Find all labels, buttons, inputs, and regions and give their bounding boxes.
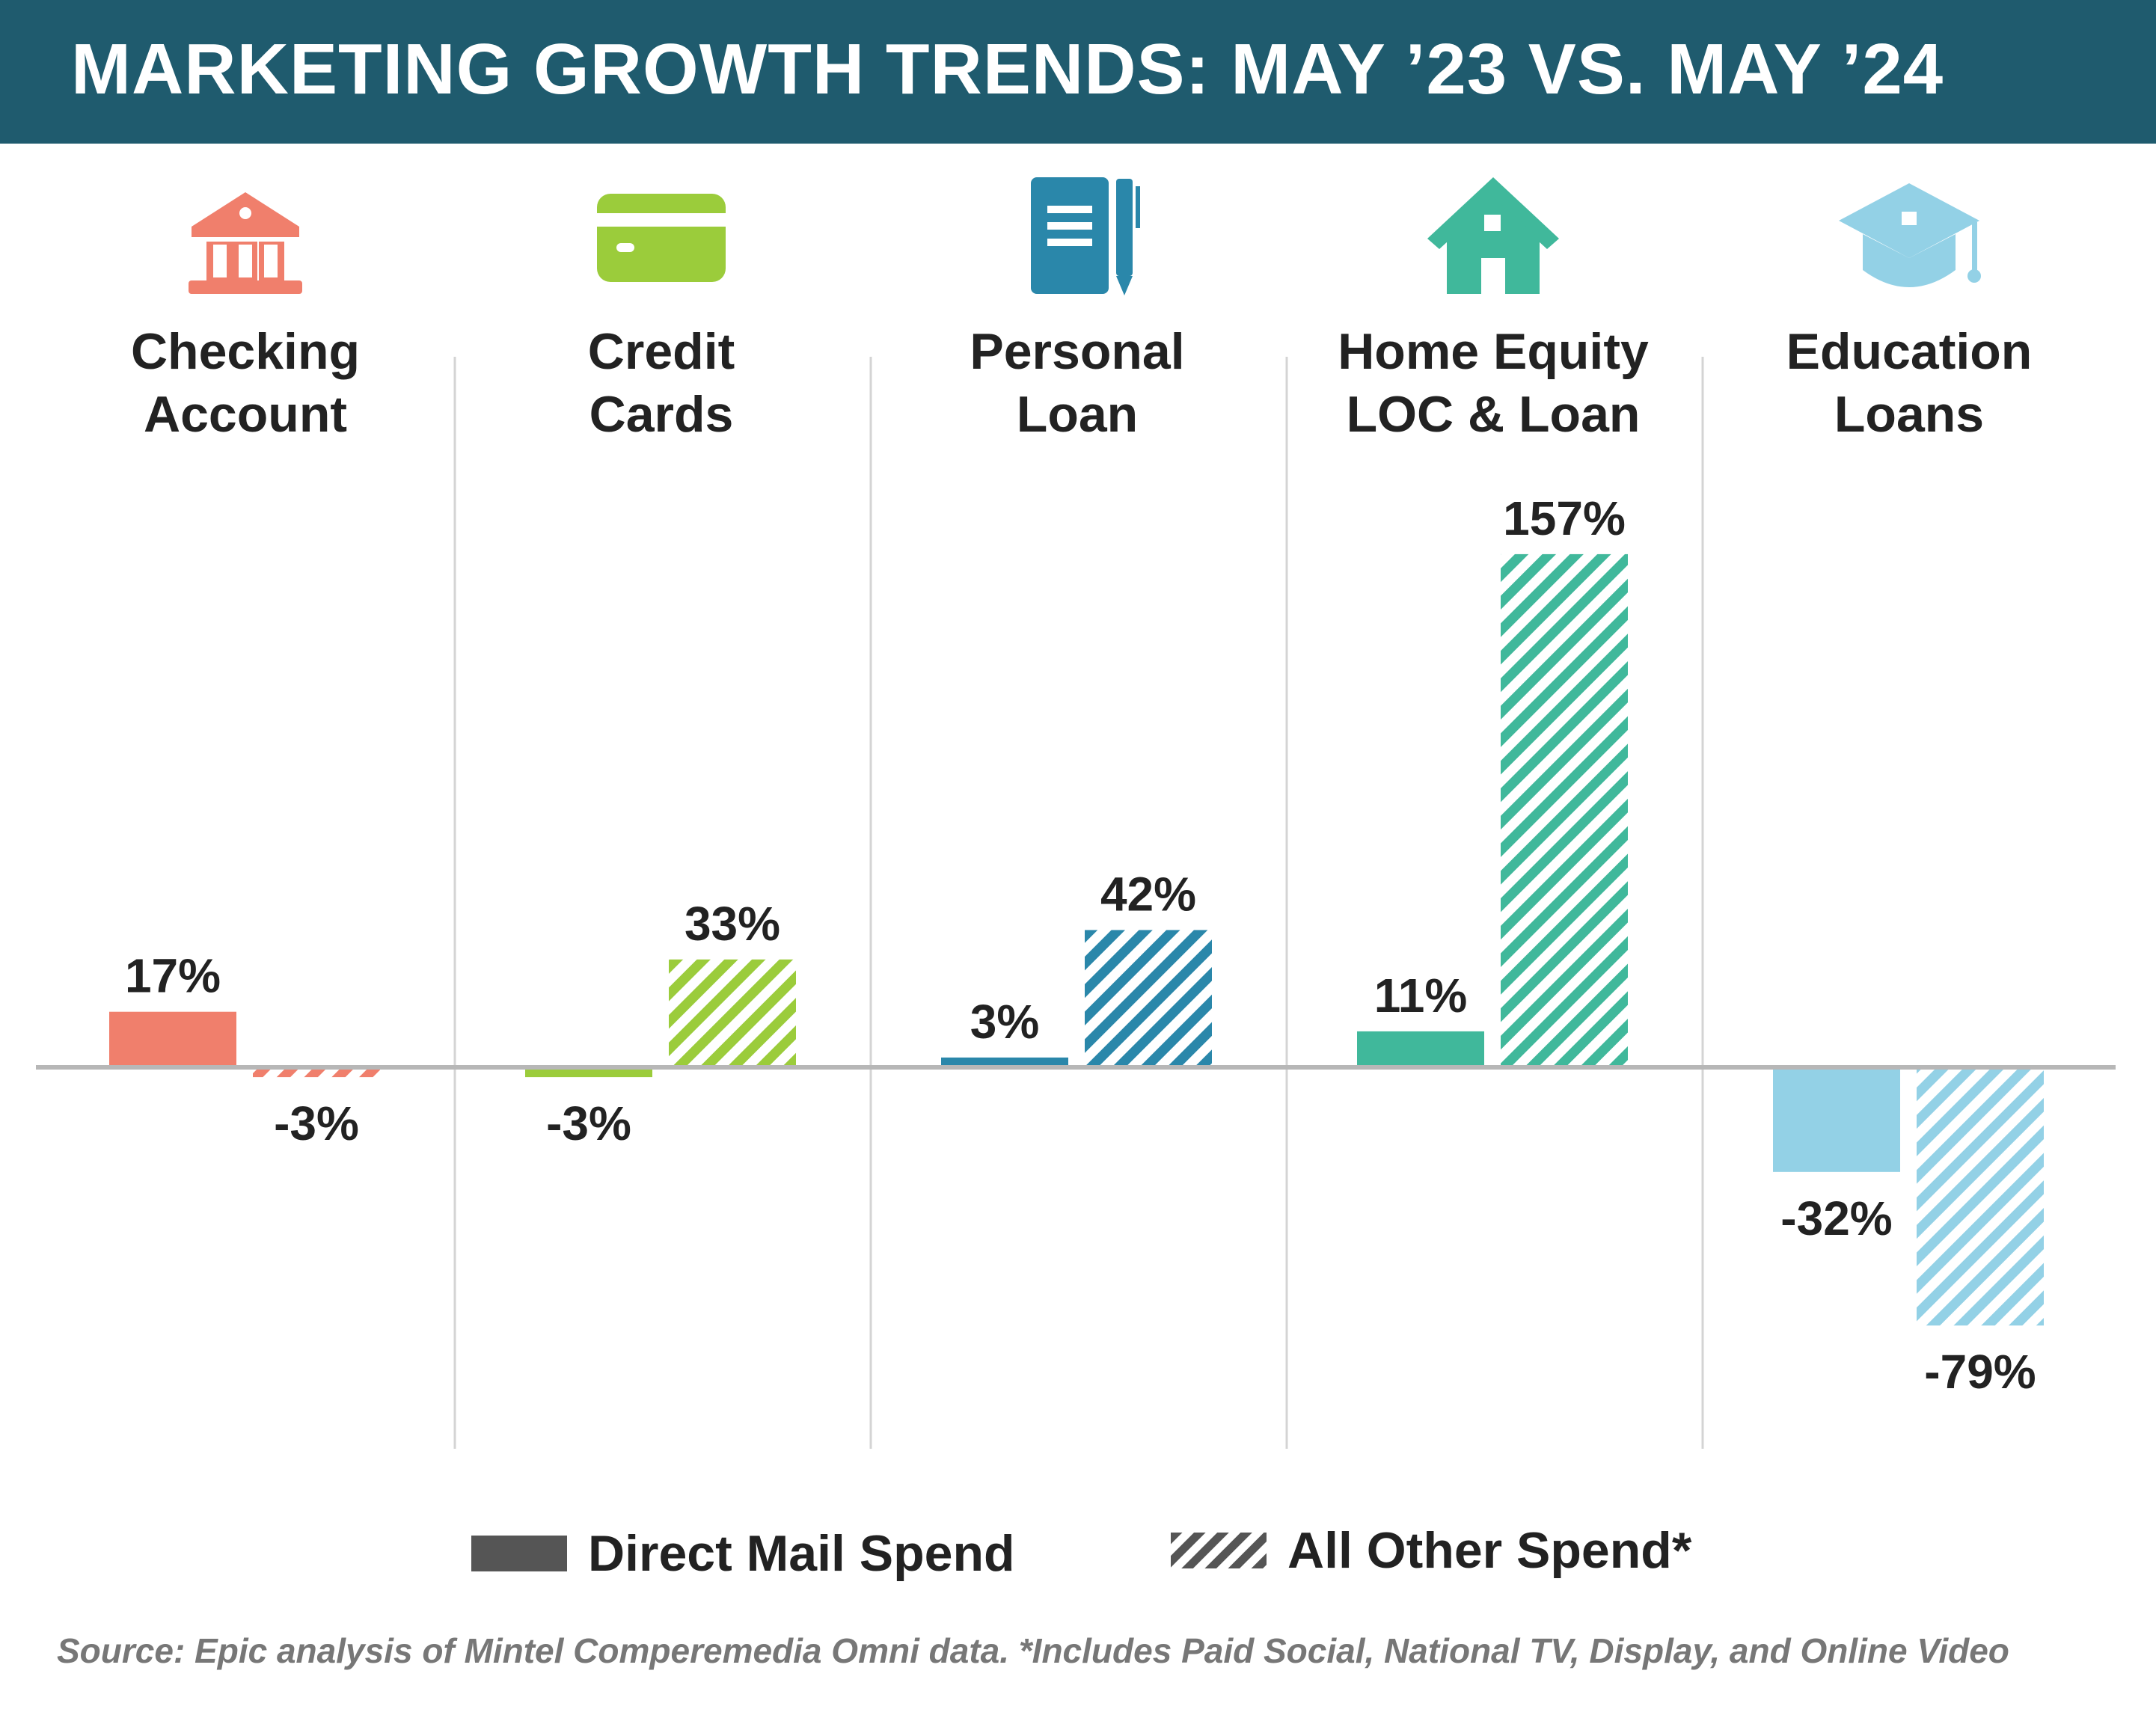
- bar-direct-mail: [109, 1011, 236, 1067]
- legend-direct-mail-label: Direct Mail Spend: [588, 1525, 1015, 1582]
- data-label: -3%: [274, 1096, 359, 1150]
- bar-all-other: [1085, 930, 1212, 1067]
- bar-direct-mail: [1773, 1067, 1900, 1172]
- bar-all-other: [1917, 1067, 2044, 1326]
- house-icon: [1427, 177, 1559, 294]
- category-label: Credit: [588, 323, 735, 380]
- category-label: Personal: [970, 323, 1184, 380]
- category-label: Education: [1786, 323, 2033, 380]
- legend-hatched-swatch: [1171, 1533, 1267, 1568]
- bar-all-other: [1501, 553, 1628, 1067]
- category-label: Home Equity: [1338, 323, 1649, 380]
- page-title: MARKETING GROWTH TRENDS: MAY ’23 VS. MAY…: [71, 29, 1944, 109]
- header-banner: MARKETING GROWTH TRENDS: MAY ’23 VS. MAY…: [0, 0, 2156, 144]
- graduation-cap-icon: [1839, 183, 1981, 287]
- data-label: 157%: [1503, 491, 1626, 545]
- bar-direct-mail: [1357, 1031, 1484, 1067]
- bar-chart: Checking Account 17% -3% Credit Cards -3% 33% Pe…: [36, 177, 2116, 1449]
- legend-all-other: All Other Spend*: [1171, 1521, 1691, 1580]
- bar-direct-mail: [941, 1057, 1068, 1067]
- category-label: Loans: [1834, 386, 1984, 443]
- data-label: 42%: [1100, 867, 1196, 921]
- data-label: 11%: [1374, 969, 1468, 1022]
- legend-direct-mail: Direct Mail Spend: [471, 1524, 1015, 1583]
- category-label: LOC & Loan: [1347, 386, 1641, 443]
- data-label: 33%: [685, 897, 780, 951]
- data-label: -79%: [1924, 1345, 2036, 1399]
- data-label: 3%: [970, 995, 1040, 1049]
- data-label: 17%: [125, 949, 221, 1003]
- source-note: Source: Epic analysis of Mintel Comperem…: [57, 1631, 2009, 1670]
- credit-card-icon: [597, 194, 726, 282]
- category-label: Account: [144, 386, 347, 443]
- category-label: Cards: [589, 386, 734, 443]
- notebook-pen-icon: [1031, 177, 1140, 295]
- legend-solid-swatch: [471, 1536, 567, 1571]
- bar-direct-mail: [525, 1067, 652, 1078]
- bar-all-other: [253, 1067, 380, 1078]
- data-label: -32%: [1780, 1191, 1892, 1245]
- bar-all-other: [669, 959, 796, 1067]
- bank-icon: [189, 192, 302, 294]
- data-label: -3%: [546, 1096, 631, 1150]
- category-label: Loan: [1017, 386, 1138, 443]
- legend-all-other-label: All Other Spend*: [1287, 1522, 1692, 1579]
- category-label: Checking: [131, 323, 360, 380]
